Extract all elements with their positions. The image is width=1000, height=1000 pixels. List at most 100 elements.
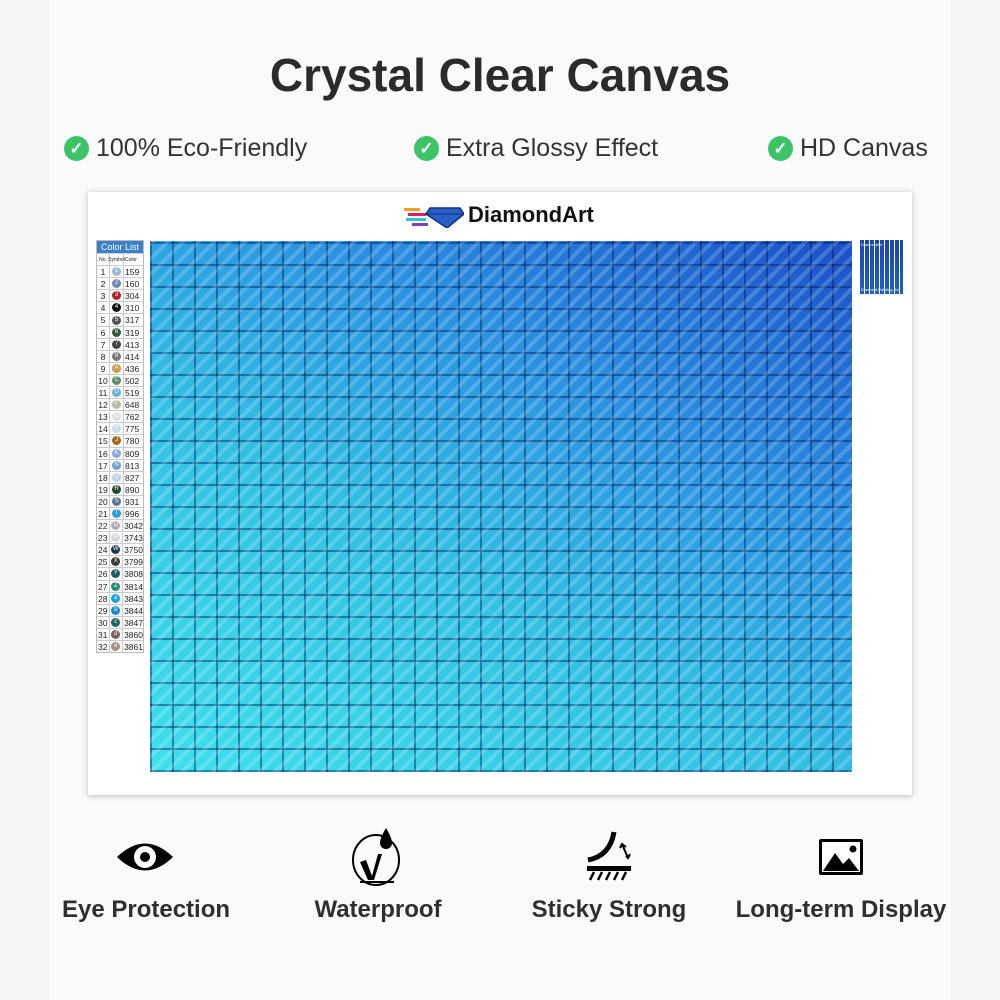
page-title: Crystal Clear Canvas bbox=[269, 49, 731, 101]
color-list-row: 1 1 159 bbox=[97, 265, 143, 278]
row-color-code: 775 bbox=[125, 424, 140, 435]
benefit-eye-protection: Eye Protection bbox=[61, 896, 231, 923]
symbol-dot: 1 bbox=[112, 267, 121, 277]
symbol-dot: H bbox=[112, 424, 121, 434]
thumbnail-caption: Diamond Painting Set bbox=[861, 287, 900, 292]
symbol-dot: c bbox=[111, 617, 121, 627]
row-number: 2 bbox=[97, 278, 110, 290]
row-color-code: 890 bbox=[125, 484, 140, 495]
row-number: 6 bbox=[97, 326, 110, 338]
row-symbol: X bbox=[110, 556, 124, 568]
benefit-long-term-display: Long-term Display bbox=[735, 896, 947, 923]
color-list-row: 28 a 3843 bbox=[97, 591, 143, 604]
row-symbol: K bbox=[110, 447, 124, 459]
feature-glossy: ✓ Extra Glossy Effect bbox=[414, 134, 658, 163]
symbol-dot: 3 bbox=[112, 291, 121, 301]
row-color-code: 813 bbox=[125, 460, 140, 471]
row-number: 25 bbox=[97, 556, 110, 568]
symbol-dot: R bbox=[112, 484, 121, 494]
row-symbol: 5 bbox=[110, 314, 124, 326]
color-list-row: 24 W 3750 bbox=[97, 543, 143, 556]
check-icon: ✓ bbox=[414, 136, 439, 161]
symbol-dot: a bbox=[111, 593, 121, 603]
row-symbol: 7 bbox=[110, 338, 124, 350]
thumbnail-preview: DiamondArt Diamond Painting Set bbox=[859, 240, 903, 294]
color-list-row: 13 G 762 bbox=[97, 410, 143, 423]
row-color-code: 317 bbox=[125, 315, 140, 326]
row-color-code: 780 bbox=[125, 436, 140, 447]
header-color: Color bbox=[125, 257, 137, 263]
row-color-code: 762 bbox=[125, 412, 140, 423]
symbol-dot: G bbox=[112, 412, 121, 422]
diamond-canvas-image bbox=[150, 241, 852, 772]
row-color-code: 304 bbox=[125, 291, 140, 302]
row-number: 22 bbox=[97, 520, 110, 532]
row-color-code: 3743 bbox=[124, 533, 143, 544]
row-symbol: c bbox=[110, 616, 124, 628]
row-color-code: 3860 bbox=[124, 629, 143, 640]
row-color-code: 310 bbox=[125, 303, 140, 314]
row-symbol: 2 bbox=[110, 278, 124, 290]
symbol-dot: b bbox=[111, 605, 121, 615]
color-list-row: 11 D 519 bbox=[97, 386, 143, 399]
header-no: No. bbox=[97, 254, 110, 266]
row-symbol: 4 bbox=[110, 302, 124, 314]
brand-logo: DiamondArt bbox=[404, 202, 594, 228]
color-list-row: 4 4 310 bbox=[97, 301, 143, 314]
symbol-dot: D bbox=[112, 388, 121, 398]
feature-label: HD Canvas bbox=[800, 134, 928, 162]
color-list-row: 20 S 931 bbox=[97, 494, 143, 507]
row-symbol: U bbox=[110, 520, 124, 532]
row-symbol: a bbox=[110, 592, 124, 604]
thumbnail-brand: DiamondArt bbox=[861, 242, 883, 247]
header-symbol: Symbol bbox=[108, 254, 125, 266]
color-list-row: 26 Y 3808 bbox=[97, 567, 143, 580]
row-number: 16 bbox=[97, 447, 110, 459]
row-number: 30 bbox=[97, 616, 110, 628]
color-list-row: 23 V 3743 bbox=[97, 531, 143, 544]
benefit-sticky-strong: Sticky Strong bbox=[531, 896, 687, 923]
symbol-dot: X bbox=[111, 557, 121, 567]
row-symbol: D bbox=[110, 387, 124, 399]
row-number: 13 bbox=[97, 411, 110, 423]
row-color-code: 414 bbox=[125, 351, 140, 362]
symbol-dot: 7 bbox=[112, 339, 121, 349]
check-icon: ✓ bbox=[768, 136, 793, 161]
row-number: 28 bbox=[97, 592, 110, 604]
row-color-code: 3861 bbox=[124, 642, 143, 652]
color-list-row: 21 T 996 bbox=[97, 506, 143, 520]
color-list-row: 15 J 780 bbox=[97, 434, 143, 447]
row-number: 15 bbox=[97, 435, 110, 447]
symbol-dot: e bbox=[111, 642, 121, 652]
symbol-dot: S bbox=[112, 496, 121, 506]
color-list-row: 12 F 648 bbox=[97, 398, 143, 411]
row-number: 24 bbox=[97, 544, 110, 556]
row-number: 18 bbox=[97, 471, 110, 483]
row-symbol: W bbox=[110, 544, 124, 556]
row-color-code: 996 bbox=[125, 508, 140, 519]
row-symbol: G bbox=[110, 411, 124, 423]
color-list-row: 32 e 3861 bbox=[97, 640, 143, 653]
row-color-code: 3750 bbox=[124, 545, 143, 556]
color-list-row: 25 X 3799 bbox=[97, 555, 143, 568]
symbol-dot: A bbox=[112, 363, 121, 373]
row-symbol: 1 bbox=[110, 266, 124, 278]
row-symbol: A bbox=[110, 362, 124, 374]
row-number: 7 bbox=[97, 338, 110, 350]
row-color-code: 3808 bbox=[124, 569, 143, 580]
row-number: 14 bbox=[97, 423, 110, 435]
row-number: 17 bbox=[97, 459, 110, 471]
row-color-code: 827 bbox=[125, 472, 140, 483]
symbol-dot: T bbox=[112, 509, 121, 519]
row-number: 19 bbox=[97, 483, 110, 495]
symbol-dot: J bbox=[112, 436, 121, 446]
symbol-dot: W bbox=[111, 545, 121, 555]
row-symbol: b bbox=[110, 604, 124, 616]
row-symbol: 6 bbox=[110, 326, 124, 338]
canvas-preview-card: DiamondArt Color List No. Symbol Color 1… bbox=[88, 192, 912, 795]
color-list-row: 14 H 775 bbox=[97, 422, 143, 435]
row-symbol: Z bbox=[110, 580, 124, 592]
row-number: 32 bbox=[97, 641, 110, 653]
symbol-dot: V bbox=[111, 533, 121, 543]
symbol-dot: 8 bbox=[112, 351, 121, 361]
